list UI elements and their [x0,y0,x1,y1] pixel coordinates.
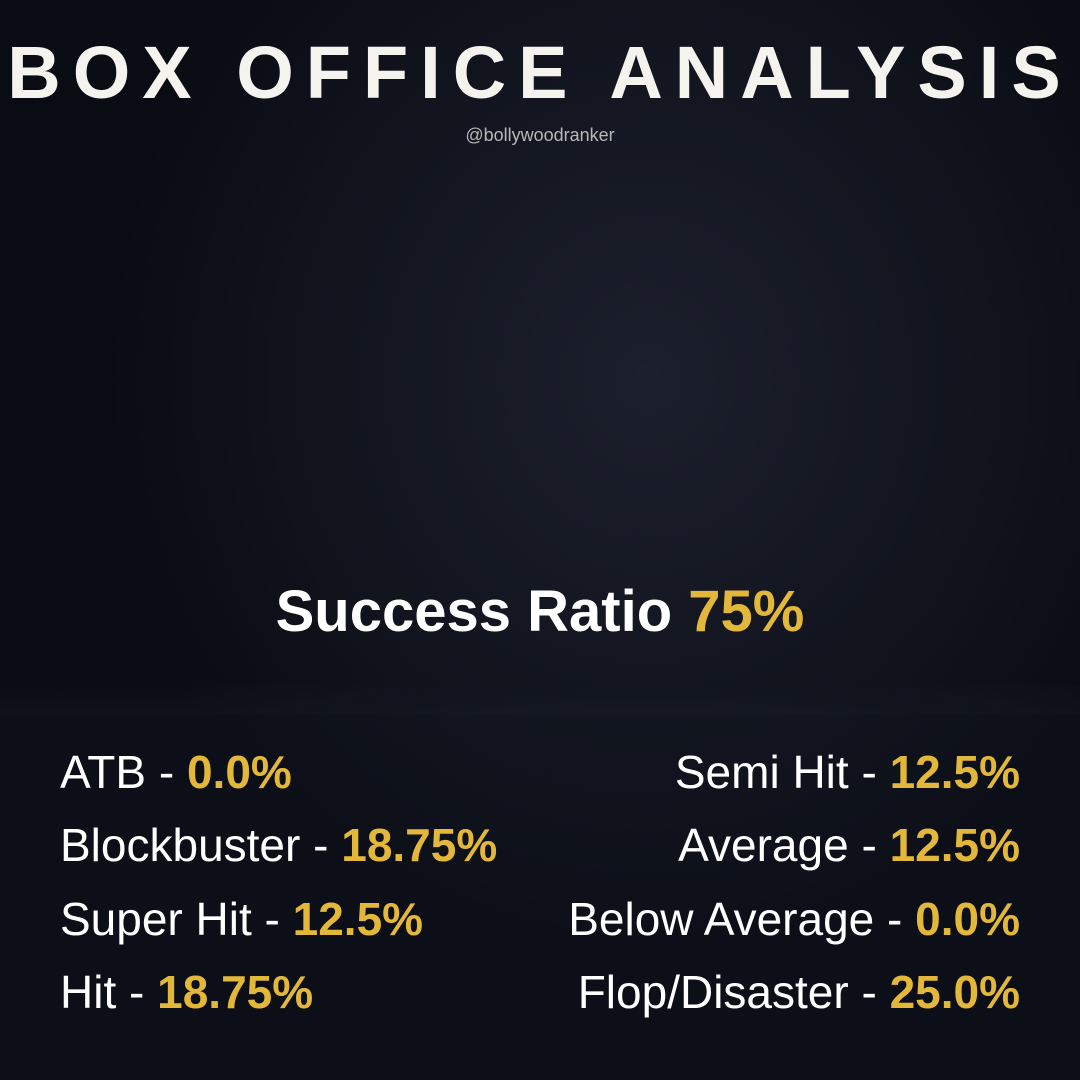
content-wrapper: BOX OFFICE ANALYSIS @bollywoodranker Suc… [0,0,1080,1080]
stats-column-left: ATB - 0.0% Blockbuster - 18.75% Super Hi… [60,745,497,1020]
torn-edge-divider [0,685,1080,715]
stat-value: 0.0% [915,893,1020,945]
stat-label: Average [678,819,849,871]
stat-row: Semi Hit - 12.5% [675,745,1020,800]
stat-row: Super Hit - 12.5% [60,892,423,947]
stat-value: 25.0% [890,966,1020,1018]
stat-label: Hit [60,966,116,1018]
stat-row: ATB - 0.0% [60,745,292,800]
stat-value: 18.75% [341,819,497,871]
stat-row: Hit - 18.75% [60,965,313,1020]
success-label: Success Ratio [276,579,673,644]
success-ratio: Success Ratio 75% [0,578,1080,645]
stat-row: Below Average - 0.0% [568,892,1020,947]
page-title: BOX OFFICE ANALYSIS [0,30,1080,115]
stat-label: Blockbuster [60,819,300,871]
spacer [0,146,1080,578]
stat-label: ATB [60,746,146,798]
stat-row: Flop/Disaster - 25.0% [578,965,1020,1020]
success-value: 75% [688,579,804,644]
social-handle: @bollywoodranker [0,125,1080,146]
stat-label: Flop/Disaster [578,966,849,1018]
stat-value: 12.5% [890,819,1020,871]
stat-value: 12.5% [890,746,1020,798]
stat-value: 0.0% [187,746,292,798]
stat-value: 18.75% [157,966,313,1018]
stats-column-right: Semi Hit - 12.5% Average - 12.5% Below A… [568,745,1020,1020]
stats-panel: ATB - 0.0% Blockbuster - 18.75% Super Hi… [0,715,1080,1080]
stat-row: Average - 12.5% [678,818,1020,873]
stat-value: 12.5% [293,893,423,945]
stat-label: Semi Hit [675,746,849,798]
stat-row: Blockbuster - 18.75% [60,818,497,873]
stat-label: Below Average [568,893,874,945]
stat-label: Super Hit [60,893,252,945]
